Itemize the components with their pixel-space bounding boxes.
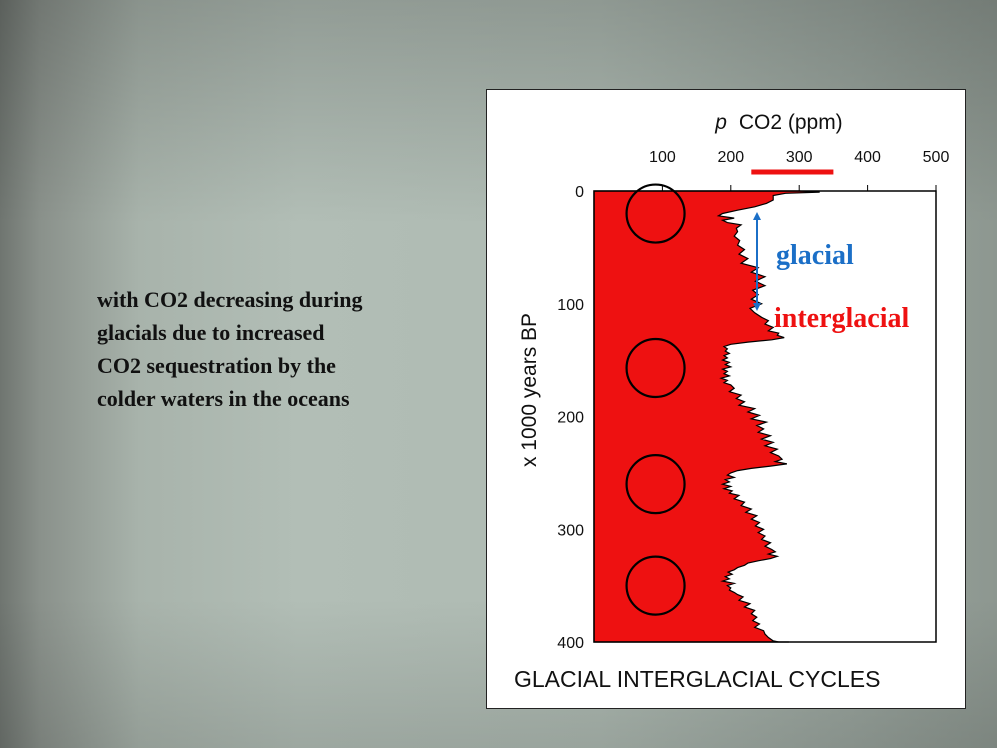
interglacial-label: interglacial xyxy=(774,303,910,334)
y-tick-label: 100 xyxy=(557,297,584,314)
slide-body-text: with CO2 decreasing during glacials due … xyxy=(97,283,457,415)
y-tick-label: 200 xyxy=(557,410,584,427)
glacial-minimum-circle xyxy=(625,337,686,399)
plot-frame xyxy=(593,190,937,643)
slide-text-line: colder waters in the oceans xyxy=(97,386,350,411)
x-tick-label: 400 xyxy=(854,149,881,166)
co2-figure: p CO2 (ppm) 100 200 300 400 500 0 100 200 300 40… xyxy=(486,89,966,709)
x-axis-title-italic: p xyxy=(714,111,727,134)
slide-text-line: CO2 sequestration by the xyxy=(97,353,336,378)
slide-text-line: glacials due to increased xyxy=(97,320,325,345)
y-tick-label: 400 xyxy=(557,635,584,652)
slide-text-line: with CO2 decreasing during xyxy=(97,287,363,312)
glacial-minimum-circle xyxy=(625,555,686,616)
glacial-minimum-circle xyxy=(625,183,686,244)
x-tick-label: 200 xyxy=(717,149,744,166)
x-tick-label: 500 xyxy=(923,149,950,166)
glacial-label: glacial xyxy=(776,240,854,271)
x-tick-labels: 100 200 300 400 500 xyxy=(649,149,949,191)
chart-title: GLACIAL INTERGLACIAL CYCLES xyxy=(514,666,881,692)
y-axis-title: x 1000 years BP xyxy=(518,313,541,467)
x-tick-label: 100 xyxy=(649,149,676,166)
y-tick-label: 300 xyxy=(557,522,584,539)
co2-chart: p CO2 (ppm) 100 200 300 400 500 0 100 200 300 40… xyxy=(518,111,949,652)
glacial-minima-circles xyxy=(625,183,686,616)
x-axis-title: p CO2 (ppm) xyxy=(714,111,842,134)
y-tick-label: 0 xyxy=(575,184,584,201)
x-tick-label: 300 xyxy=(786,149,813,166)
glacial-minimum-circle xyxy=(625,454,686,515)
y-tick-labels: 0 100 200 300 400 xyxy=(557,184,584,652)
x-axis-title-text: CO2 (ppm) xyxy=(739,111,843,134)
